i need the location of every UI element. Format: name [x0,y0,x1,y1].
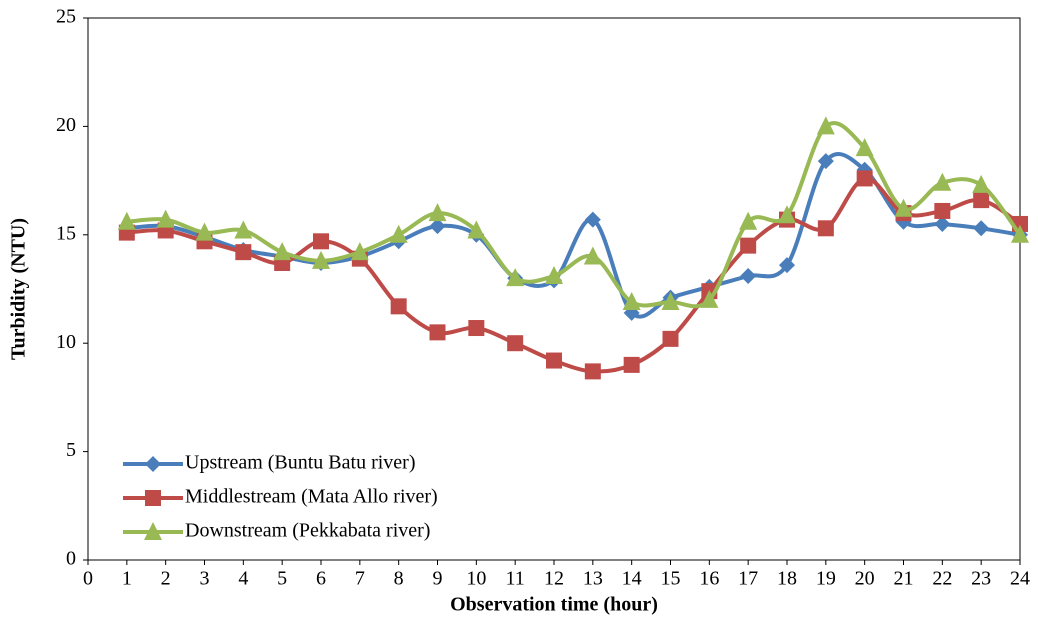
point [235,244,252,261]
x-tick-label: 23 [971,568,991,590]
x-tick-label: 2 [161,568,171,590]
point [313,233,329,250]
x-tick-label: 7 [355,568,365,590]
point [583,246,602,265]
point [429,324,446,341]
x-tick-label: 1 [122,568,132,590]
point [934,215,951,232]
y-tick-label: 10 [56,331,76,353]
y-tick-label: 0 [66,548,76,570]
point [584,211,601,228]
series-line [126,176,1022,374]
point [973,220,990,237]
x-tick-label: 14 [622,568,642,590]
point [894,198,913,217]
point [933,172,952,191]
point [156,209,175,228]
series-line [126,121,1022,309]
point [856,170,873,187]
point [662,330,679,347]
point [468,320,485,337]
x-tick-label: 5 [277,568,287,590]
x-tick-label: 9 [433,568,443,590]
y-tick-label: 15 [56,222,76,244]
point [816,116,835,135]
point [195,222,214,241]
plot-area [87,17,1021,561]
point [467,220,486,239]
point [700,289,719,308]
legend-marker [144,522,162,540]
point [934,202,951,219]
x-tick-label: 13 [583,568,603,590]
legend-label: Upstream (Buntu Batu river) [185,452,416,474]
x-tick-label: 16 [699,568,719,590]
x-tick-label: 12 [544,568,564,590]
legend-marker [145,490,161,506]
point [117,211,136,230]
x-tick-label: 22 [932,568,952,590]
point [507,335,524,352]
x-axis-label: Observation time (hour) [450,594,658,616]
x-tick-label: 3 [200,568,210,590]
x-tick-label: 20 [855,568,875,590]
x-tick-label: 15 [661,568,681,590]
point [429,218,446,235]
series-line [126,152,1021,319]
point [428,203,447,222]
point [817,220,834,237]
legend-label: Middlestream (Mata Allo river) [185,486,438,508]
point [546,352,562,369]
x-tick-label: 24 [1010,568,1030,590]
point [661,292,680,311]
point [545,265,563,284]
point [778,205,796,224]
point [817,153,834,170]
y-tick-label: 5 [66,439,76,461]
x-tick-label: 6 [316,568,326,590]
point [389,224,408,243]
point [234,220,253,239]
point [972,174,991,193]
y-tick-label: 20 [56,114,76,136]
point [739,211,758,230]
point [623,356,640,373]
point [390,298,407,315]
point [273,242,292,261]
point [350,242,369,261]
x-tick-label: 11 [506,568,525,590]
point [855,138,874,157]
point [584,363,601,380]
x-tick-label: 10 [466,568,486,590]
point [740,267,757,284]
y-axis-label: Turbidity (NTU) [8,218,30,360]
point [1011,224,1029,243]
x-tick-label: 8 [394,568,404,590]
point [779,257,795,274]
x-tick-label: 19 [816,568,836,590]
x-tick-label: 0 [83,568,93,590]
x-tick-label: 21 [894,568,914,590]
point [973,192,990,209]
x-tick-label: 17 [738,568,758,590]
point [506,268,525,287]
point [312,250,330,269]
y-tick-label: 25 [56,6,76,28]
x-tick-label: 18 [777,568,797,590]
point [622,292,641,311]
x-tick-label: 4 [238,568,248,590]
point [740,237,757,254]
legend-label: Downstream (Pekkabata river) [185,520,430,542]
legend-marker [145,456,161,472]
